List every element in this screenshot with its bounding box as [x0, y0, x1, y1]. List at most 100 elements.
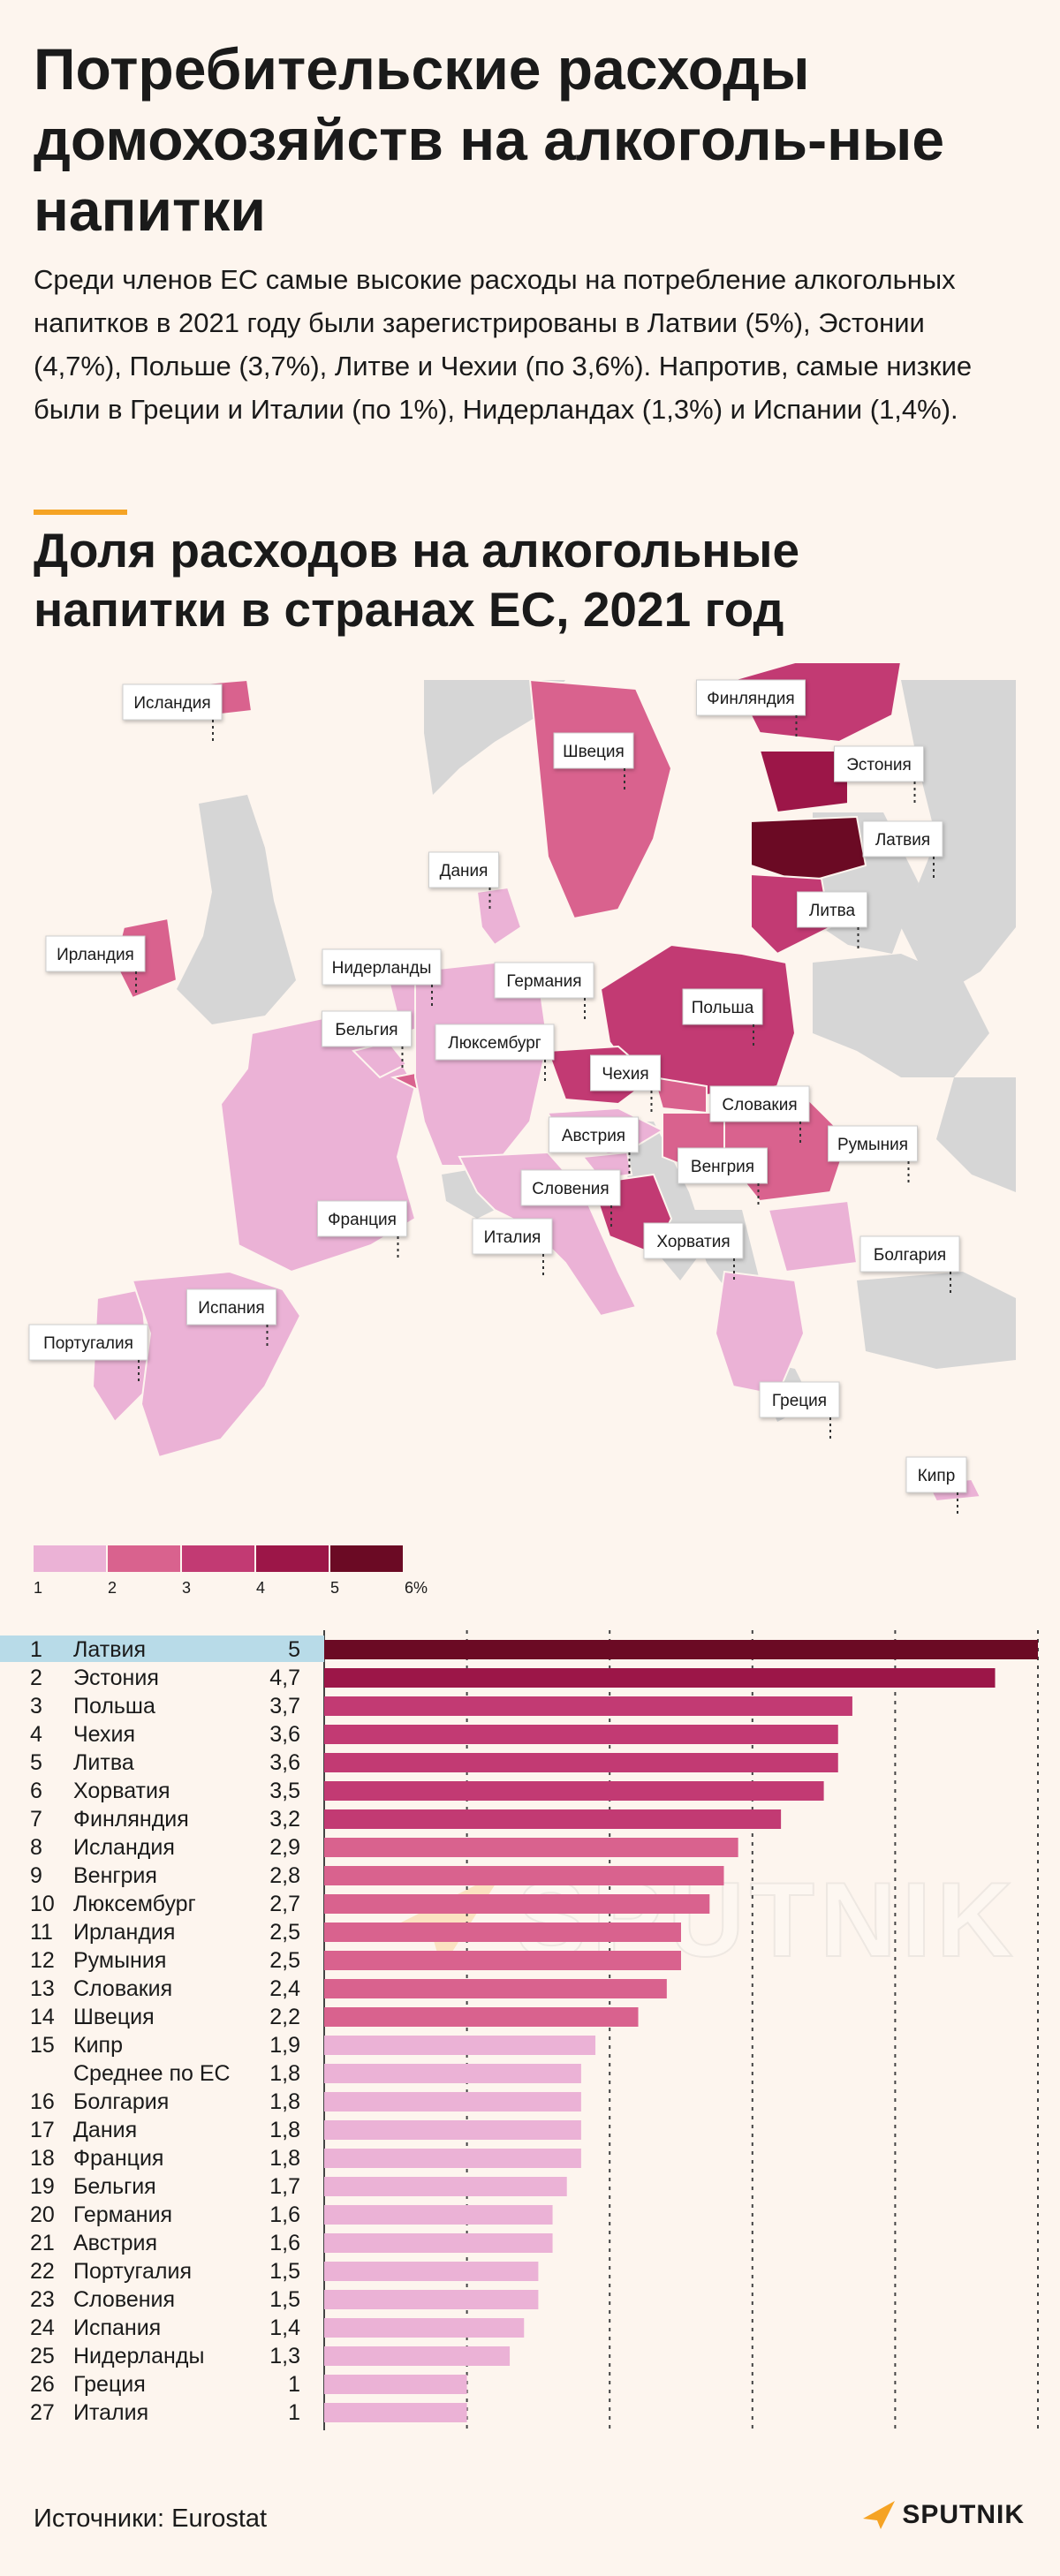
bar: [324, 2318, 525, 2338]
bar: [324, 2262, 539, 2281]
row-country: Латвия: [73, 1637, 146, 1662]
non-eu-territory-5: [936, 1077, 1016, 1192]
map-label-8: Ирландия: [45, 935, 146, 996]
row-country: Болгария: [73, 2089, 169, 2114]
non-eu-territory-6: [177, 795, 296, 1024]
row-country: Италия: [73, 2400, 148, 2425]
map-label-text: Бельгия: [335, 1021, 398, 1039]
row-rank: 8: [30, 1835, 42, 1860]
row-rank: 1: [30, 1637, 42, 1662]
bar: [324, 1640, 1038, 1659]
map-label-box: [553, 732, 634, 769]
bar: [324, 1668, 996, 1688]
map-label-box: [696, 679, 806, 716]
row-value-label: 2,8: [269, 1863, 300, 1888]
row-country: Словения: [73, 2287, 175, 2312]
row-rank: 16: [30, 2089, 55, 2114]
map-label-box: [859, 1235, 960, 1273]
row-value-label: 1,3: [269, 2344, 300, 2368]
row-country: Португалия: [73, 2259, 192, 2284]
bar: [324, 1725, 838, 1744]
map-label-text: Дания: [440, 862, 488, 880]
row-value-label: 1: [288, 2372, 300, 2397]
bar: [324, 1696, 852, 1716]
bar: [324, 1809, 782, 1829]
row-value-label: 2,9: [269, 1835, 300, 1860]
map-label-box: [45, 935, 146, 972]
bar: [324, 2092, 581, 2111]
row-country: Среднее по ЕС: [73, 2061, 231, 2086]
bar: [324, 2403, 467, 2422]
source-note: Источники: Eurostat: [34, 2504, 268, 2533]
map-label-15: Словакия: [709, 1085, 810, 1146]
map-labels: Исландия Финляндия Эстония Швеция Латвия Дани…: [28, 679, 967, 1517]
map-label-16: Австрия: [549, 1116, 639, 1177]
row-value-label: 1,6: [269, 2202, 300, 2227]
map-label-22: Хорватия: [643, 1222, 744, 1283]
map-label-text: Словакия: [722, 1096, 797, 1114]
map-label-box: [828, 1125, 918, 1162]
row-value-label: 1,6: [269, 2231, 300, 2255]
row-country: Румыния: [73, 1948, 166, 1973]
map-label-10: Германия: [494, 962, 594, 1023]
map-label-text: Чехия: [602, 1065, 648, 1084]
accent-rule: [34, 510, 127, 515]
row-value-label: 3,7: [269, 1694, 300, 1719]
bar-chart: 0123451Латвия52Эстония4,73Польша3,74Чехи…: [0, 1630, 1039, 2430]
bar: [324, 2149, 581, 2168]
row-rank: 19: [30, 2174, 55, 2199]
row-country: Польша: [73, 1694, 155, 1719]
row-country: Эстония: [73, 1666, 159, 1690]
row-country: Греция: [73, 2372, 146, 2397]
map-country-14: [750, 815, 867, 885]
page-title: Потребительские расходы домохозяйств на …: [34, 36, 945, 243]
legend-bar: [34, 1545, 405, 1572]
map-label-text: Венгрия: [691, 1158, 754, 1176]
bar: [324, 1894, 710, 1914]
map-label-9: Нидерланды: [322, 948, 442, 1009]
row-rank: 18: [30, 2146, 55, 2171]
row-value-label: 3,6: [269, 1750, 300, 1775]
row-rank: 3: [30, 1694, 42, 1719]
map-label-text: Швеция: [563, 743, 625, 761]
map-label-13: Люксембург: [435, 1024, 555, 1084]
row-value-label: 4,7: [269, 1666, 300, 1690]
map-label-box: [317, 1200, 407, 1237]
row-rank: 17: [30, 2118, 55, 2142]
map-label-text: Нидерланды: [332, 959, 432, 978]
map-label-11: Польша: [682, 988, 763, 1049]
map-label-text: Финляндия: [707, 690, 794, 708]
map-label-text: Польша: [692, 999, 754, 1017]
map-label-23: Болгария: [859, 1235, 960, 1296]
row-country: Ирландия: [73, 1920, 175, 1945]
map-label-box: [797, 891, 867, 928]
bar: [324, 2007, 639, 2027]
legend-ticks: 1 2 3 4 5 6%: [34, 1579, 428, 1602]
bar: [324, 2233, 553, 2253]
map-label-6: Дания: [428, 851, 499, 912]
bar: [324, 2120, 581, 2140]
map-label-text: Словения: [532, 1180, 609, 1198]
row-value-label: 1: [288, 2400, 300, 2425]
row-value-label: 1,9: [269, 2033, 300, 2058]
row-rank: 7: [30, 1807, 42, 1832]
bar: [324, 1923, 681, 1942]
map-label-text: Румыния: [837, 1136, 908, 1154]
map-label-3: Эстония: [834, 745, 924, 806]
map-label-text: Литва: [809, 902, 856, 920]
row-value-label: 1,5: [269, 2287, 300, 2312]
bar: [324, 2346, 511, 2366]
row-rank: 23: [30, 2287, 55, 2312]
bar: [324, 2290, 539, 2309]
row-value-label: 2,5: [269, 1948, 300, 1973]
logo-text: SPUTNIK: [902, 2500, 1025, 2529]
row-value-label: 1,5: [269, 2259, 300, 2284]
map-label-text: Латвия: [875, 831, 930, 850]
row-country: Хорватия: [73, 1779, 170, 1803]
row-value-label: 1,4: [269, 2315, 300, 2340]
map-label-text: Испания: [198, 1299, 264, 1318]
map-label-18: Венгрия: [678, 1147, 768, 1208]
map-shapes: [91, 662, 1016, 1503]
map-label-text: Эстония: [846, 756, 912, 774]
row-rank: 27: [30, 2400, 55, 2425]
